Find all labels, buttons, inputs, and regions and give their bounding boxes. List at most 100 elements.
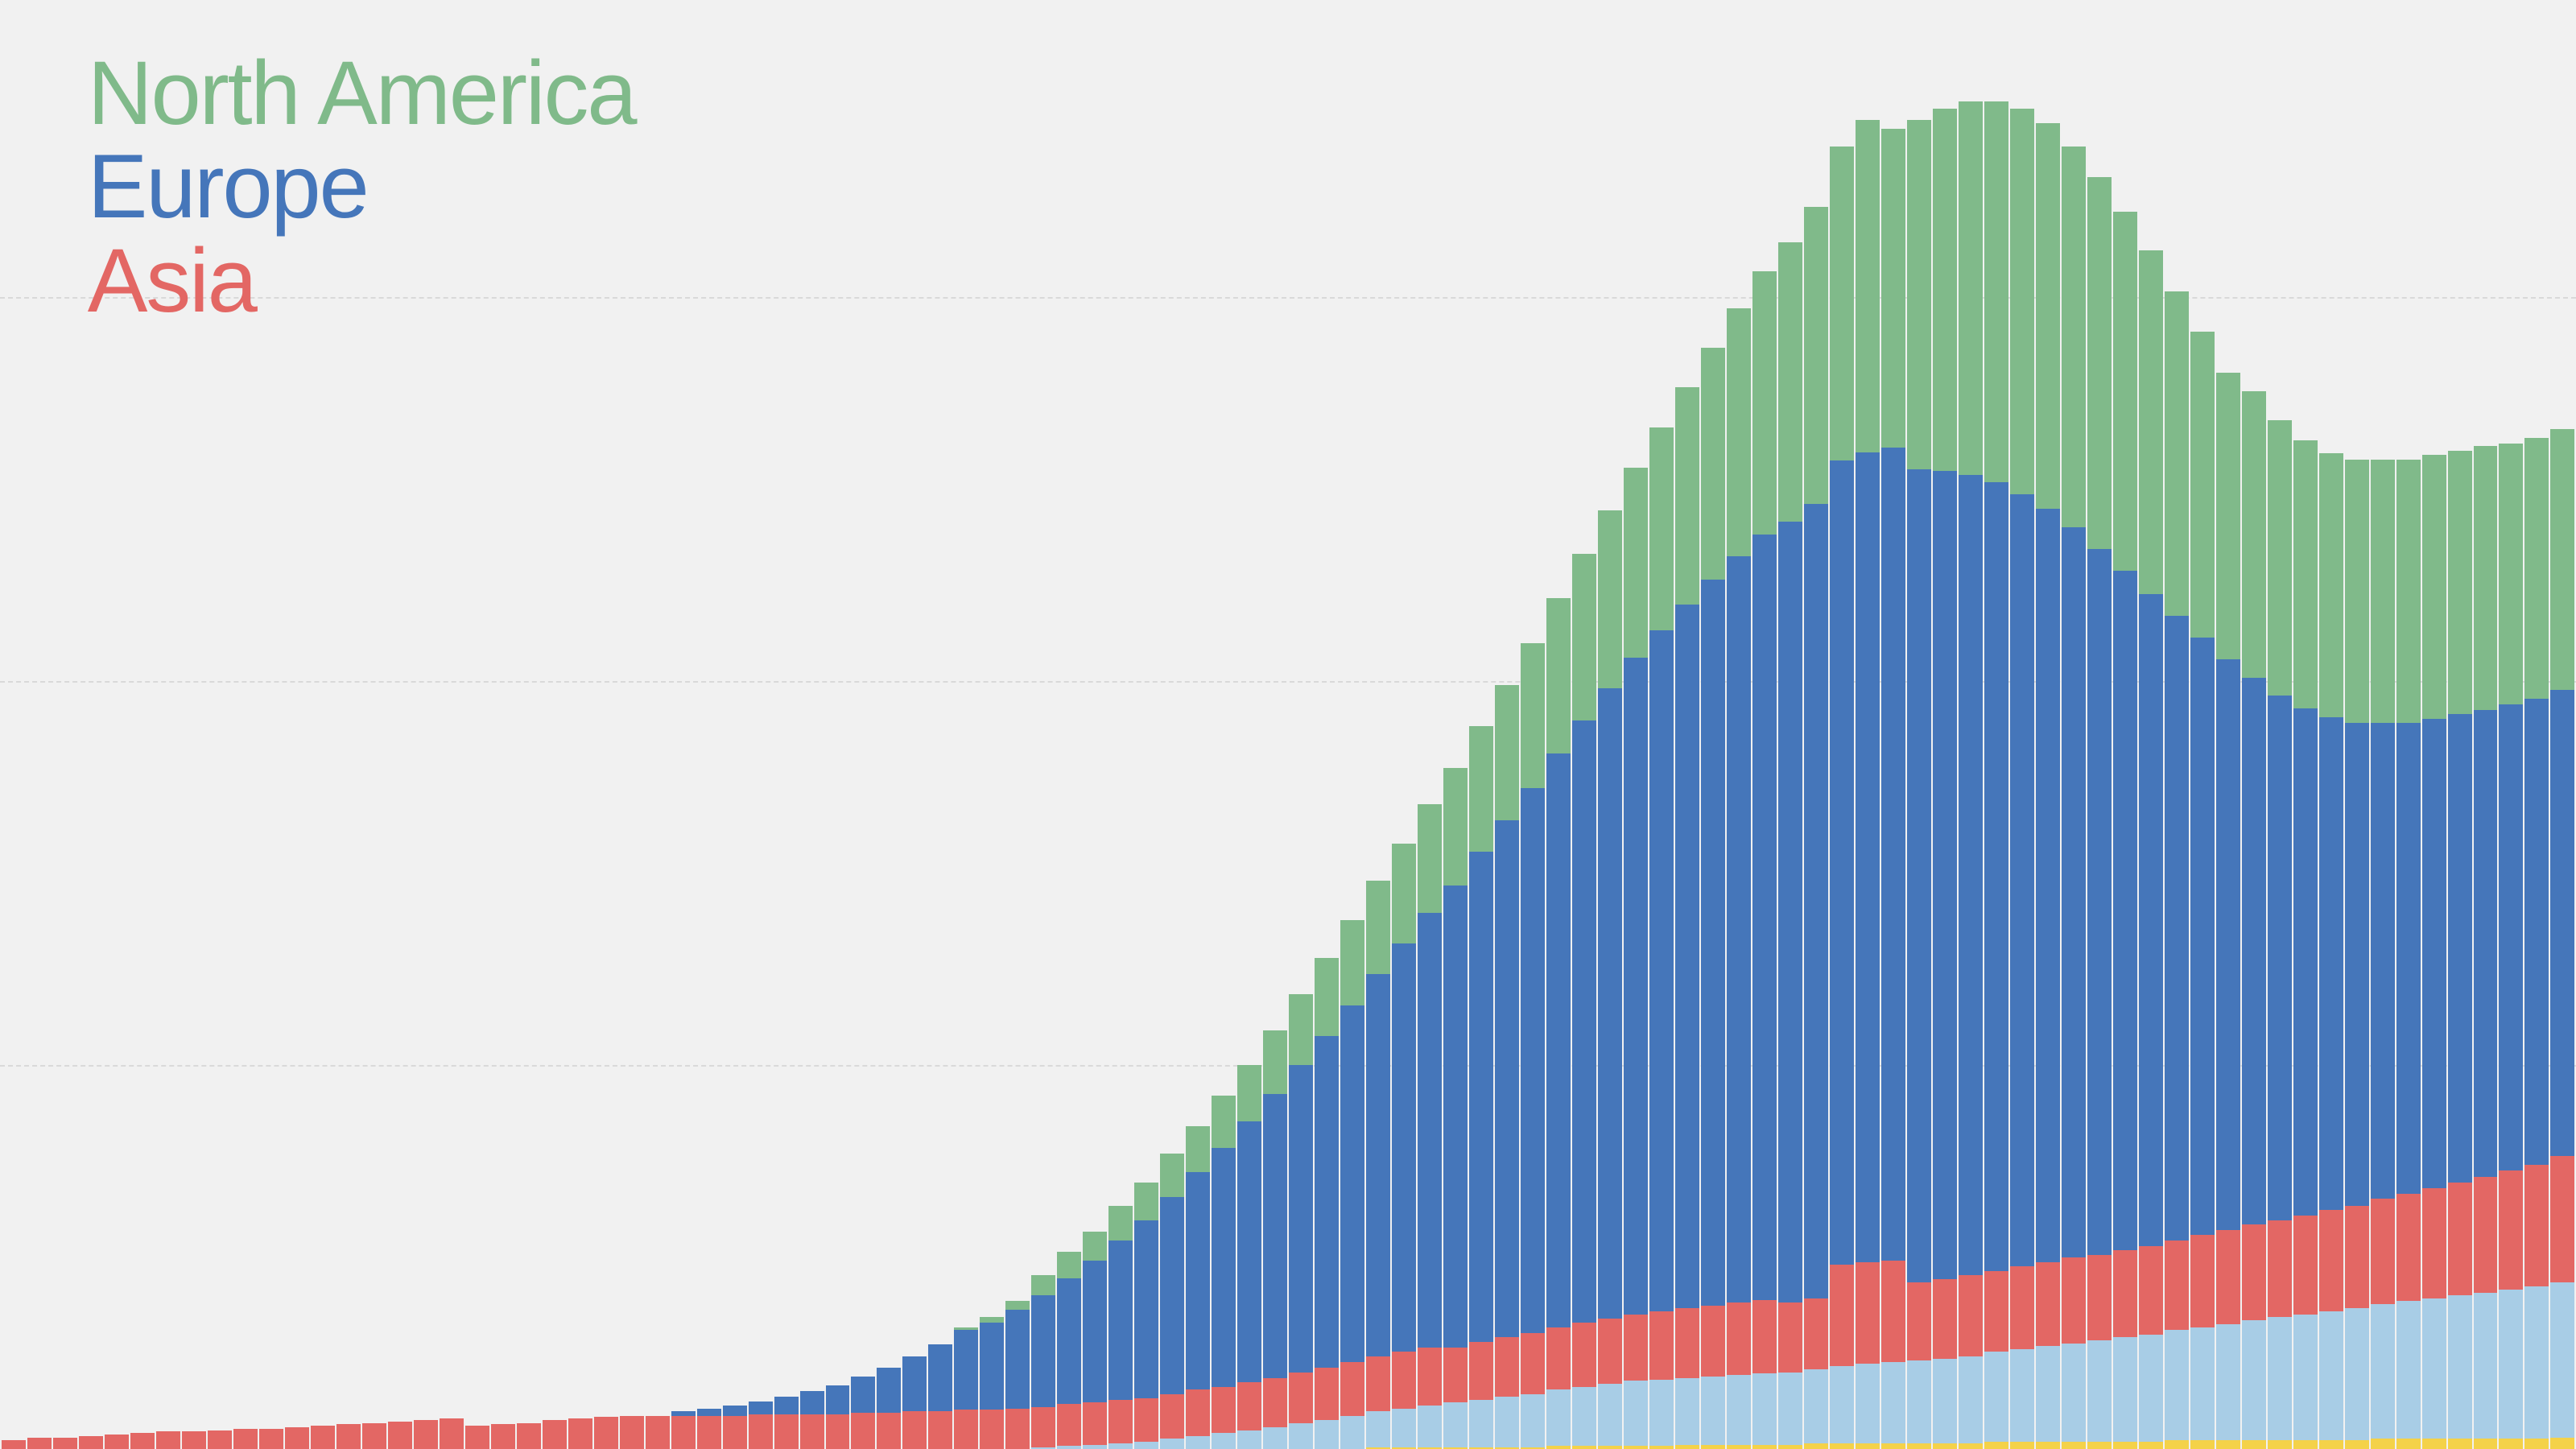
bar-segment-yellow <box>2165 1440 2189 1449</box>
bar-segment-northamerica <box>2371 460 2395 724</box>
bar-segment-northamerica <box>2293 440 2318 708</box>
bar-segment-asia <box>2165 1241 2189 1331</box>
bar-segment-northamerica <box>2524 438 2549 699</box>
bar-segment-asia <box>671 1416 696 1449</box>
bar-segment-asia <box>2422 1188 2446 1298</box>
bar-segment-yellow <box>1984 1442 2008 1449</box>
bar-segment-asia <box>1263 1378 1287 1427</box>
bar <box>1521 0 1545 1449</box>
bar <box>1907 0 1931 1449</box>
bar <box>1546 0 1571 1449</box>
bar-segment-europe <box>1186 1172 1210 1389</box>
bar-segment-northamerica <box>1649 427 1674 630</box>
bar-segment-lightblue <box>2268 1317 2292 1440</box>
bar-segment-europe <box>2242 678 2266 1224</box>
bar-segment-europe <box>2190 638 2215 1235</box>
bar <box>980 0 1004 1449</box>
bar-segment-europe <box>1366 974 1390 1356</box>
bar-segment-europe <box>1005 1310 1030 1408</box>
bar-segment-lightblue <box>1598 1384 1622 1446</box>
bar-segment-europe <box>2499 704 2523 1171</box>
bar-segment-asia <box>774 1414 799 1449</box>
legend: North America Europe Asia <box>88 47 635 328</box>
bar <box>1881 0 1905 1449</box>
bar <box>1160 0 1184 1449</box>
bar-segment-europe <box>1984 482 2008 1270</box>
bar <box>749 0 773 1449</box>
bar-segment-lightblue <box>1521 1394 1545 1448</box>
bar <box>851 0 875 1449</box>
bar-segment-asia <box>1572 1323 1596 1386</box>
bar-segment-yellow <box>2499 1439 2523 1449</box>
bar-segment-northamerica <box>2396 460 2421 724</box>
bar <box>1701 0 1725 1449</box>
bar-segment-europe <box>723 1406 747 1416</box>
bar-segment-europe <box>954 1330 978 1410</box>
bar-segment-lightblue <box>1083 1445 1107 1449</box>
bar-segment-northamerica <box>2216 373 2240 659</box>
bar-segment-asia <box>902 1411 927 1449</box>
bar-segment-lightblue <box>2422 1298 2446 1439</box>
bar <box>1495 0 1519 1449</box>
bar-segment-asia <box>53 1438 77 1449</box>
bar-segment-europe <box>1418 913 1442 1348</box>
bar-segment-lightblue <box>1984 1352 2008 1442</box>
bar-segment-yellow <box>1649 1446 1674 1449</box>
bar-segment-northamerica <box>1856 120 1880 452</box>
legend-item-asia: Asia <box>88 234 635 328</box>
bar-segment-yellow <box>2524 1439 2549 1449</box>
bar-segment-asia <box>79 1436 103 1449</box>
bar <box>1649 0 1674 1449</box>
bar <box>2448 0 2472 1449</box>
bar-segment-northamerica <box>2499 444 2523 704</box>
bar-segment-northamerica <box>1881 129 1905 448</box>
bar-segment-asia <box>2371 1199 2395 1304</box>
bar <box>1031 0 1055 1449</box>
bar <box>2139 0 2163 1449</box>
bar-segment-lightblue <box>1701 1377 1725 1445</box>
bar-segment-northamerica <box>1778 242 1802 522</box>
bar-segment-asia <box>2448 1183 2472 1295</box>
bar-segment-yellow <box>1675 1445 1699 1449</box>
bar-segment-asia <box>2010 1266 2034 1349</box>
bar <box>1778 0 1802 1449</box>
bar <box>2242 0 2266 1449</box>
bar-segment-northamerica <box>1340 920 1364 1005</box>
bar-segment-lightblue <box>2293 1315 2318 1441</box>
bar-segment-lightblue <box>2216 1324 2240 1440</box>
bar-segment-yellow <box>1572 1446 1596 1449</box>
bar-segment-northamerica <box>1263 1030 1287 1094</box>
bar-segment-lightblue <box>1495 1397 1519 1447</box>
bar-segment-lightblue <box>1263 1427 1287 1449</box>
bar-segment-northamerica <box>1701 348 1725 580</box>
bar-segment-europe <box>1031 1295 1055 1407</box>
bar <box>27 0 52 1449</box>
bar-segment-europe <box>1495 820 1519 1338</box>
bar <box>1057 0 1081 1449</box>
bar-segment-europe <box>1856 452 1880 1262</box>
bar-segment-northamerica <box>2242 391 2266 678</box>
bar-segment-asia <box>1959 1275 1983 1356</box>
bar-segment-asia <box>1804 1298 1828 1369</box>
bar-segment-europe <box>1263 1094 1287 1378</box>
bar-segment-asia <box>594 1417 618 1449</box>
bar-segment-yellow <box>2010 1442 2034 1449</box>
bar-segment-yellow <box>1624 1446 1648 1449</box>
bar-segment-yellow <box>2550 1438 2574 1449</box>
bar-segment-asia <box>646 1416 670 1449</box>
bar-segment-northamerica <box>1160 1154 1184 1197</box>
bar-segment-europe <box>1752 535 1777 1299</box>
bar <box>2087 0 2112 1449</box>
bar-segment-europe <box>2010 494 2034 1266</box>
bar-segment-asia <box>1778 1302 1802 1372</box>
bar-segment-asia <box>1701 1306 1725 1377</box>
bar-segment-northamerica <box>980 1317 1004 1323</box>
bar-segment-yellow <box>1752 1445 1777 1449</box>
bar-segment-asia <box>1727 1302 1751 1375</box>
bar-segment-yellow <box>1701 1445 1725 1449</box>
bar-segment-asia <box>1443 1348 1468 1402</box>
bar <box>1108 0 1133 1449</box>
bar <box>2371 0 2395 1449</box>
bar-segment-europe <box>2422 719 2446 1188</box>
bar <box>2 0 26 1449</box>
